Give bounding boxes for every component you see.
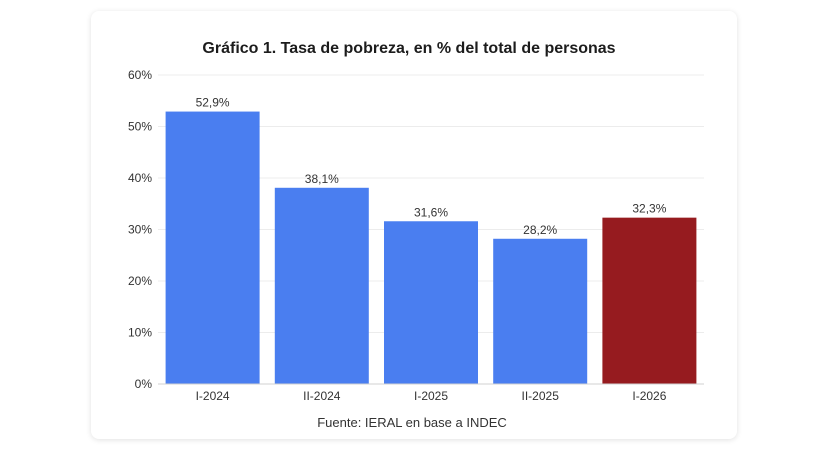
- x-tick-label: I-2024: [196, 389, 230, 403]
- data-label: 38,1%: [305, 172, 339, 186]
- y-tick-label: 20%: [128, 274, 152, 288]
- x-tick-label: II-2024: [303, 389, 341, 403]
- y-tick-label: 60%: [128, 68, 152, 82]
- bar-i-2026: [602, 217, 697, 384]
- y-tick-label: 10%: [128, 326, 152, 340]
- bar-i-2025: [384, 221, 478, 384]
- chart-title: Gráfico 1. Tasa de pobreza, en % del tot…: [202, 40, 615, 57]
- y-tick-label: 50%: [128, 120, 152, 134]
- x-tick-label: I-2026: [632, 389, 666, 403]
- bar-ii-2025: [493, 238, 588, 384]
- source-note: Fuente: IERAL en base a INDEC: [317, 415, 507, 430]
- data-label: 28,2%: [523, 223, 557, 237]
- y-tick-label: 0%: [135, 377, 153, 391]
- y-tick-label: 30%: [128, 223, 152, 237]
- x-tick-label: I-2025: [414, 389, 448, 403]
- data-label: 52,9%: [196, 96, 230, 110]
- data-label: 31,6%: [414, 205, 448, 219]
- data-label: 32,3%: [632, 202, 666, 216]
- y-tick-label: 40%: [128, 171, 152, 185]
- bar-i-2024: [165, 111, 260, 384]
- x-tick-label: II-2025: [522, 389, 560, 403]
- y-axis: 0% 10% 20% 30% 40% 50% 60%: [128, 68, 152, 391]
- bars: 52,9% 38,1% 31,6% 28,2% 32,3%: [165, 96, 697, 384]
- bar-ii-2024: [274, 187, 369, 384]
- x-axis: I-2024 II-2024 I-2025 II-2025 I-2026: [158, 383, 704, 403]
